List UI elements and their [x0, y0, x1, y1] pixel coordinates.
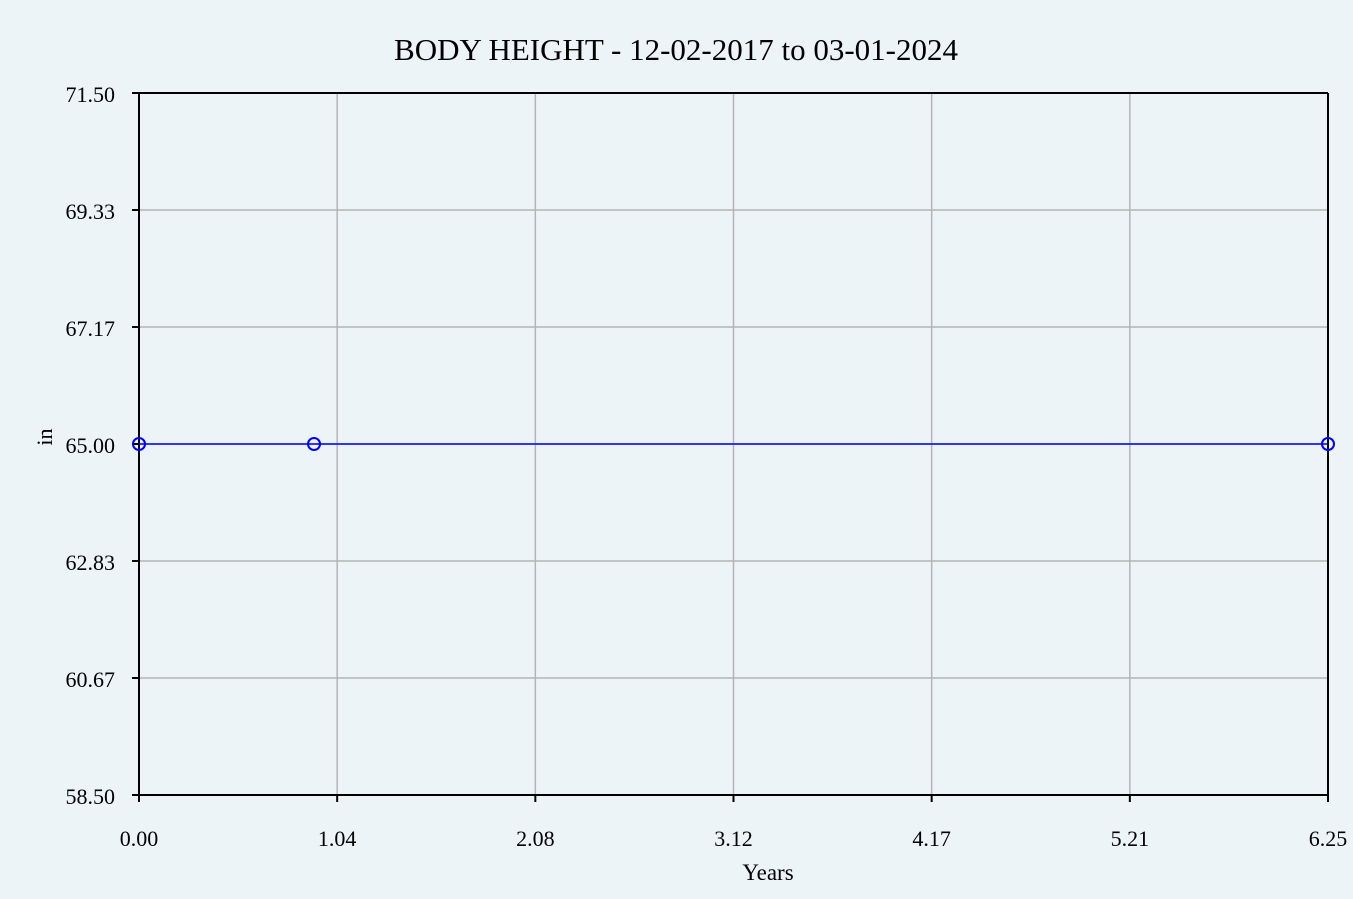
data-point [132, 437, 146, 451]
y-tick-label: 67.17 [66, 316, 116, 341]
x-tick-label: 2.08 [516, 826, 555, 851]
x-tick-label: 0.00 [120, 826, 159, 851]
tick-labels: 0.00 1.04 2.08 3.12 4.17 5.21 6.25 71.50 69.33 67… [66, 82, 1348, 851]
y-tick-label: 71.50 [66, 82, 116, 107]
x-axis-label: Years [742, 860, 793, 885]
x-tick-label: 3.12 [714, 826, 753, 851]
x-tick-label: 6.25 [1309, 826, 1348, 851]
y-tick-label: 65.00 [66, 433, 116, 458]
chart-title: BODY HEIGHT - 12-02-2017 to 03-01-2024 [394, 32, 958, 67]
y-tick-label: 69.33 [66, 199, 116, 224]
y-tick-label: 58.50 [66, 784, 116, 809]
y-tick-label: 60.67 [66, 667, 116, 692]
y-axis-label: in [32, 428, 57, 445]
x-tick-label: 5.21 [1111, 826, 1150, 851]
x-tick-label: 4.17 [912, 826, 951, 851]
data-point [307, 437, 322, 451]
data-point [1321, 437, 1335, 451]
y-tick-label: 62.83 [66, 550, 116, 575]
x-tick-label: 1.04 [318, 826, 357, 851]
series [132, 437, 1335, 451]
